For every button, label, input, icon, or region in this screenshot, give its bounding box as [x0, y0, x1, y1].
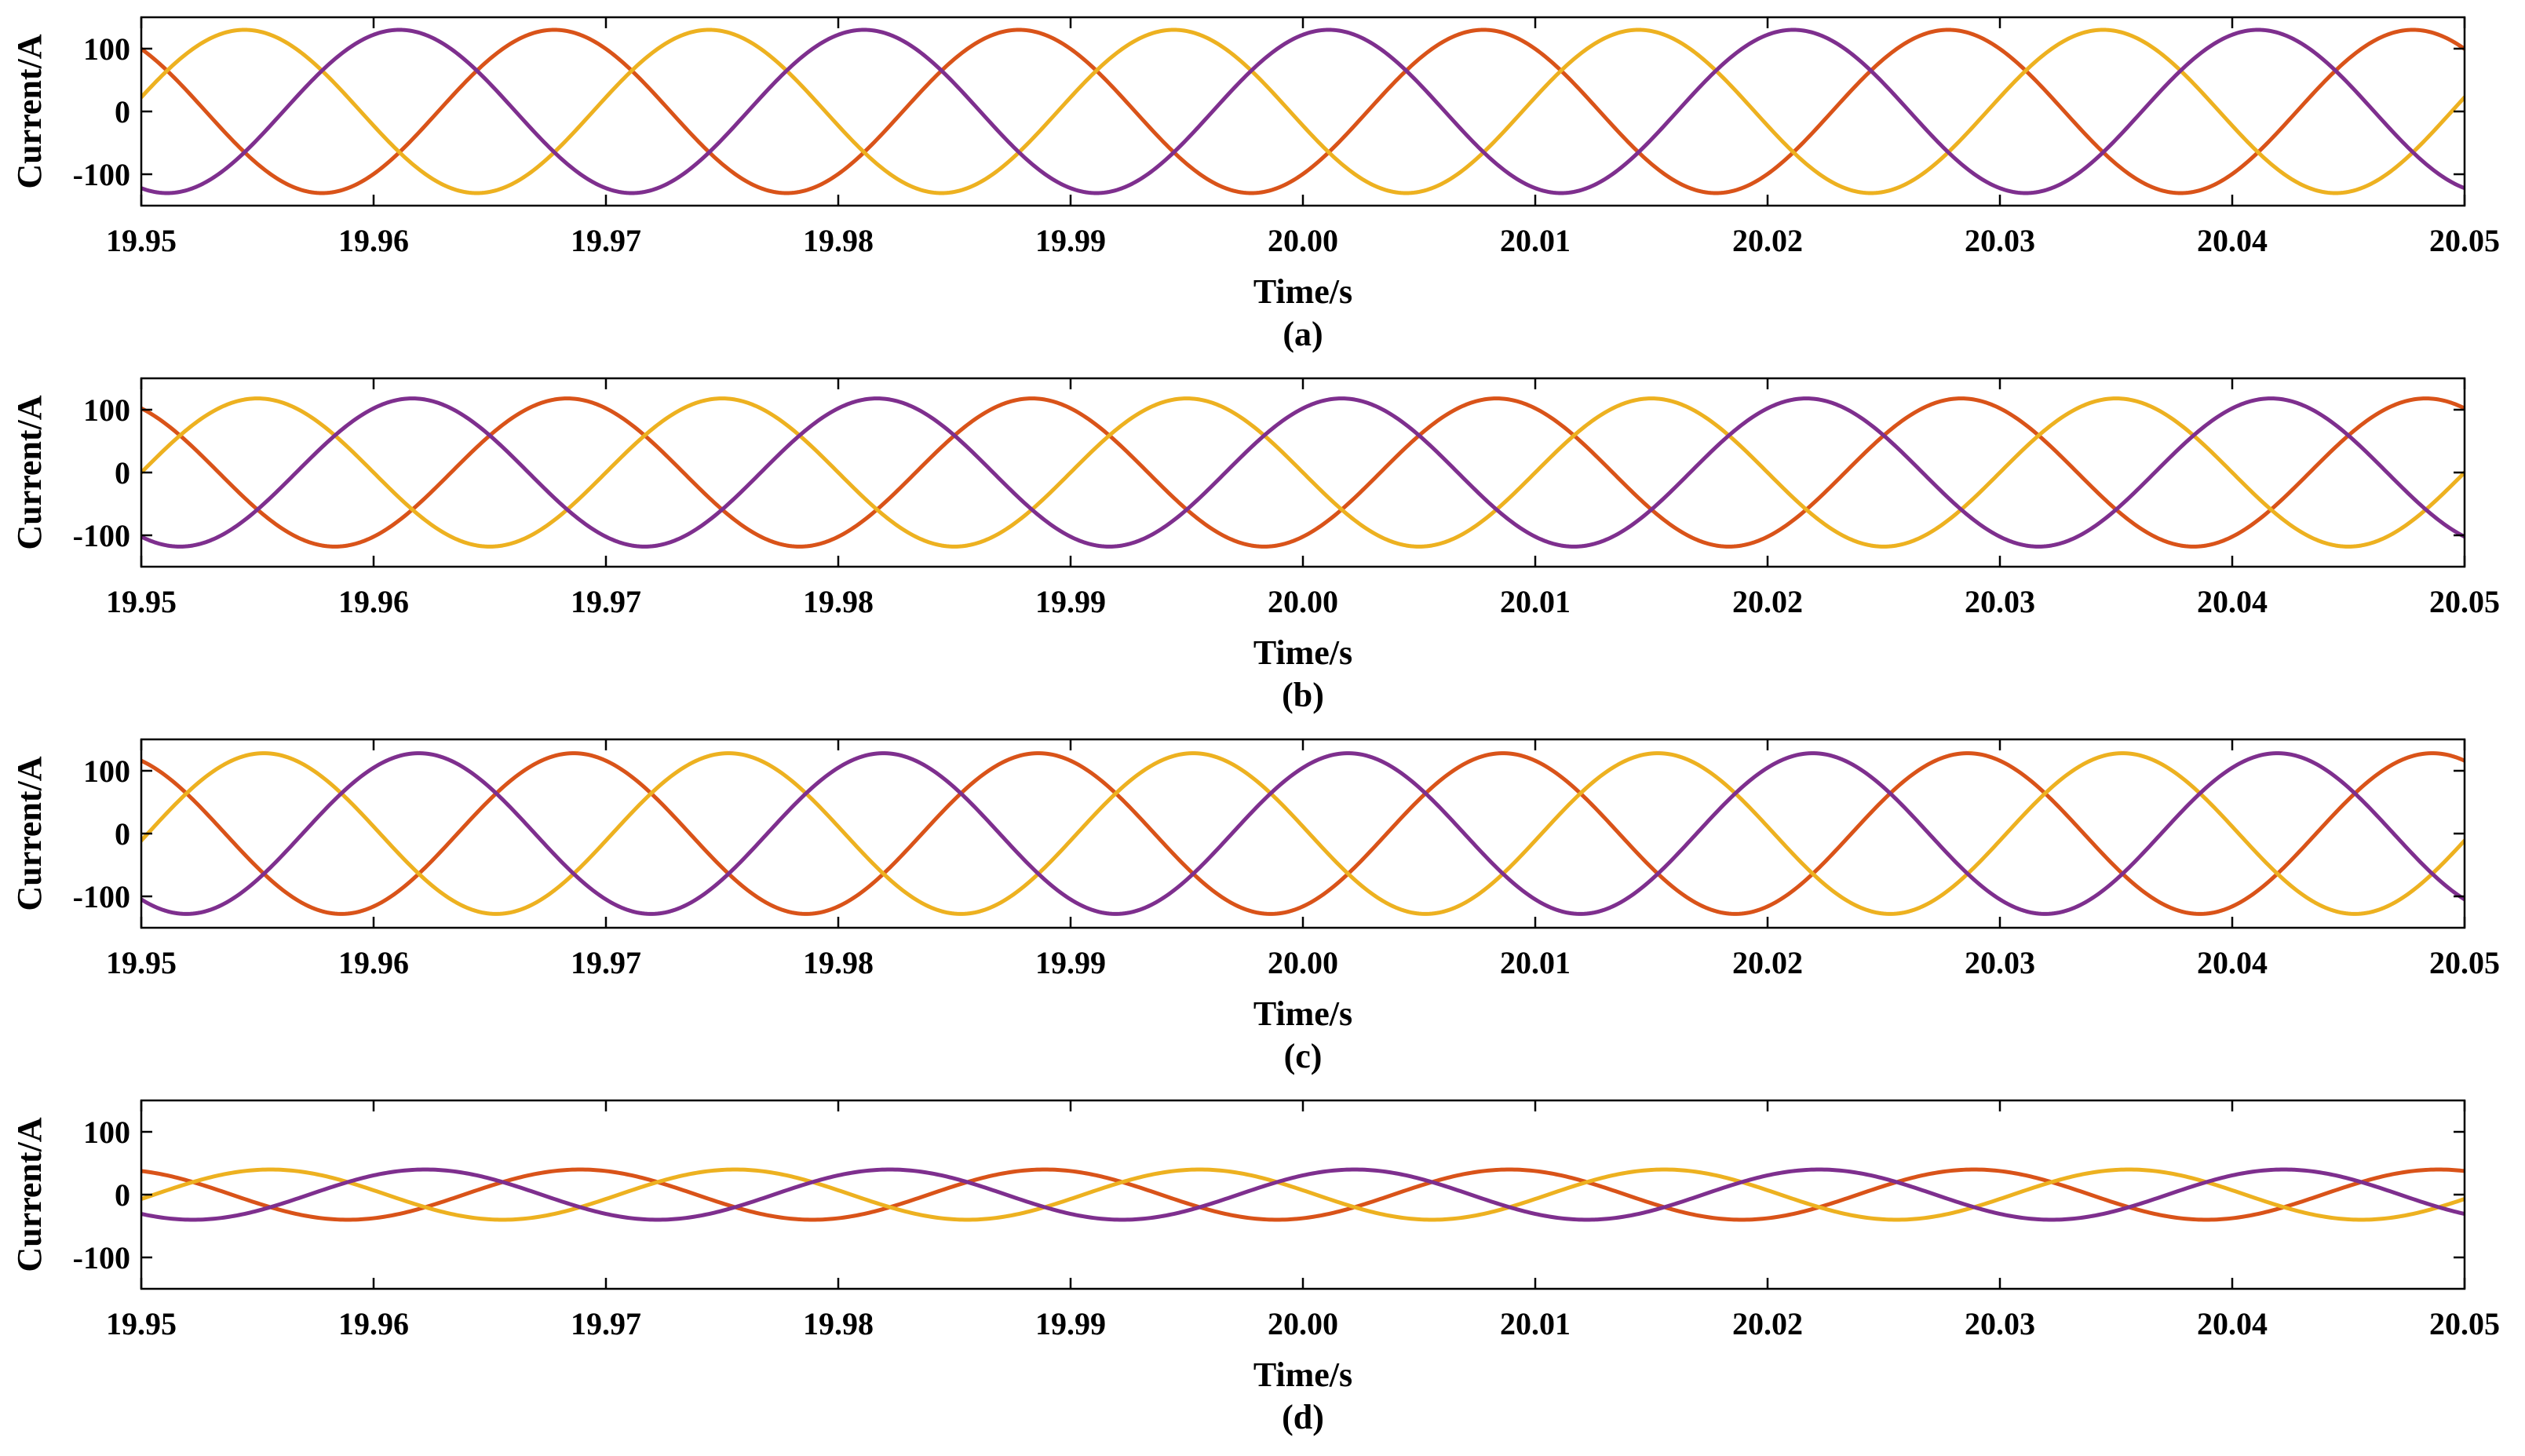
y-tick-label: 100 — [83, 1115, 130, 1150]
y-tick-label: -100 — [73, 879, 130, 914]
x-axis-label: Time/s — [1253, 272, 1352, 311]
y-tick-label: 0 — [115, 1177, 130, 1213]
x-tick-label: 20.01 — [1500, 1306, 1571, 1341]
x-tick-label: 19.97 — [571, 584, 641, 619]
y-tick-label: 100 — [83, 392, 130, 428]
series-group — [141, 27, 2465, 195]
x-tick-label: 20.04 — [2197, 1306, 2268, 1341]
series-line-1 — [141, 1167, 2465, 1222]
x-tick-label: 20.00 — [1268, 223, 1338, 258]
series-line-3 — [141, 1167, 2465, 1222]
y-tick-label: 100 — [83, 754, 130, 789]
x-tick-label: 19.95 — [106, 945, 177, 980]
y-tick-label: 0 — [115, 455, 130, 491]
series-line-2 — [141, 396, 2465, 549]
x-axis-label: Time/s — [1253, 994, 1352, 1033]
series-group — [141, 1167, 2465, 1222]
series-line-2 — [141, 27, 2465, 195]
y-tick-label: 0 — [115, 94, 130, 130]
x-tick-label: 19.99 — [1035, 584, 1106, 619]
x-tick-label: 19.99 — [1035, 945, 1106, 980]
x-tick-label: 19.99 — [1035, 223, 1106, 258]
x-tick-label: 20.04 — [2197, 223, 2268, 258]
chart-panel-2: 19.95 19.96 19.97 19.98 19.99 20.00 20.01 20.02… — [10, 377, 2500, 714]
x-axis-label: Time/s — [1253, 1356, 1352, 1394]
chart-panel-3: 19.95 19.96 19.97 19.98 19.99 20.00 20.01 20.02… — [10, 738, 2500, 1075]
x-tick-label: 20.02 — [1732, 945, 1803, 980]
x-tick-label: 19.95 — [106, 584, 177, 619]
series-line-2 — [141, 1167, 2465, 1222]
y-axis-label: Current/A — [10, 756, 49, 910]
x-tick-label: 19.95 — [106, 223, 177, 258]
x-tick-label: 20.03 — [1965, 945, 2035, 980]
chart-panel-4: 19.95 19.96 19.97 19.98 19.99 20.00 20.01 20.02… — [10, 1099, 2500, 1436]
chart-panel-1: 19.95 19.96 19.97 19.98 19.99 20.00 20.01 20.02… — [10, 16, 2500, 353]
x-tick-label: 20.00 — [1268, 945, 1338, 980]
y-axis-label: Current/A — [10, 34, 49, 188]
x-tick-label: 19.98 — [803, 945, 874, 980]
x-tick-label: 20.02 — [1732, 584, 1803, 619]
x-tick-label: 19.98 — [803, 584, 874, 619]
x-tick-label: 20.05 — [2429, 584, 2500, 619]
x-tick-label: 19.96 — [338, 945, 409, 980]
x-tick-label: 20.05 — [2429, 1306, 2500, 1341]
x-tick-label: 20.01 — [1500, 945, 1571, 980]
y-tick-label: -100 — [73, 518, 130, 553]
y-axis-label: Current/A — [10, 395, 49, 549]
y-axis-label: Current/A — [10, 1117, 49, 1272]
y-tick-label: -100 — [73, 1240, 130, 1275]
series-line-1 — [141, 27, 2465, 195]
x-tick-label: 19.96 — [338, 584, 409, 619]
x-tick-label: 20.01 — [1500, 584, 1571, 619]
panel-caption: (d) — [1282, 1398, 1324, 1436]
x-tick-label: 20.05 — [2429, 945, 2500, 980]
plot-frame — [140, 1099, 2466, 1290]
x-tick-label: 19.95 — [106, 1306, 177, 1341]
x-tick-label: 19.96 — [338, 223, 409, 258]
x-tick-label: 20.02 — [1732, 1306, 1803, 1341]
plot-frame — [140, 16, 2466, 207]
x-axis-label: Time/s — [1253, 633, 1352, 672]
x-tick-label: 19.97 — [571, 945, 641, 980]
x-tick-label: 20.00 — [1268, 584, 1338, 619]
series-line-2 — [141, 751, 2465, 916]
x-tick-label: 19.98 — [803, 223, 874, 258]
series-line-3 — [141, 27, 2465, 195]
panel-caption: (a) — [1283, 315, 1323, 353]
x-tick-label: 20.00 — [1268, 1306, 1338, 1341]
x-tick-label: 20.04 — [2197, 945, 2268, 980]
x-tick-label: 19.96 — [338, 1306, 409, 1341]
y-tick-label: -100 — [73, 157, 130, 192]
series-line-1 — [141, 751, 2465, 916]
y-tick-label: 0 — [115, 816, 130, 852]
series-group — [141, 396, 2465, 549]
y-tick-label: 100 — [83, 31, 130, 67]
series-line-3 — [141, 396, 2465, 549]
x-tick-label: 20.05 — [2429, 223, 2500, 258]
series-group — [141, 751, 2465, 916]
x-tick-label: 19.97 — [571, 223, 641, 258]
series-line-3 — [141, 751, 2465, 916]
x-tick-label: 20.03 — [1965, 223, 2035, 258]
x-tick-label: 20.03 — [1965, 1306, 2035, 1341]
x-tick-label: 19.99 — [1035, 1306, 1106, 1341]
panel-caption: (b) — [1282, 676, 1324, 714]
x-tick-label: 20.02 — [1732, 223, 1803, 258]
x-tick-label: 20.01 — [1500, 223, 1571, 258]
x-tick-label: 20.03 — [1965, 584, 2035, 619]
x-tick-label: 19.97 — [571, 1306, 641, 1341]
x-tick-label: 20.04 — [2197, 584, 2268, 619]
series-line-1 — [141, 396, 2465, 549]
panel-caption: (c) — [1284, 1037, 1323, 1075]
x-tick-label: 19.98 — [803, 1306, 874, 1341]
